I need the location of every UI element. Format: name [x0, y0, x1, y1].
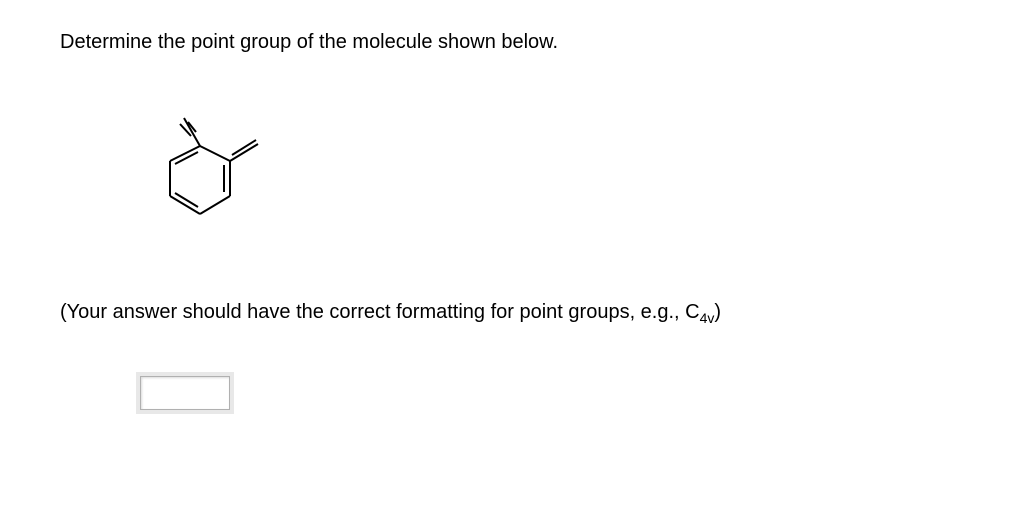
molecule-svg [140, 96, 280, 256]
answer-area [140, 376, 964, 410]
hint-subscript: 4v [700, 310, 715, 326]
answer-input[interactable] [140, 376, 230, 410]
hint-prefix: (Your answer should have the correct for… [60, 301, 700, 323]
question-hint: (Your answer should have the correct for… [60, 301, 964, 326]
hint-suffix: ) [714, 301, 721, 323]
question-prompt: Determine the point group of the molecul… [60, 28, 964, 56]
molecule-diagram [140, 96, 964, 261]
